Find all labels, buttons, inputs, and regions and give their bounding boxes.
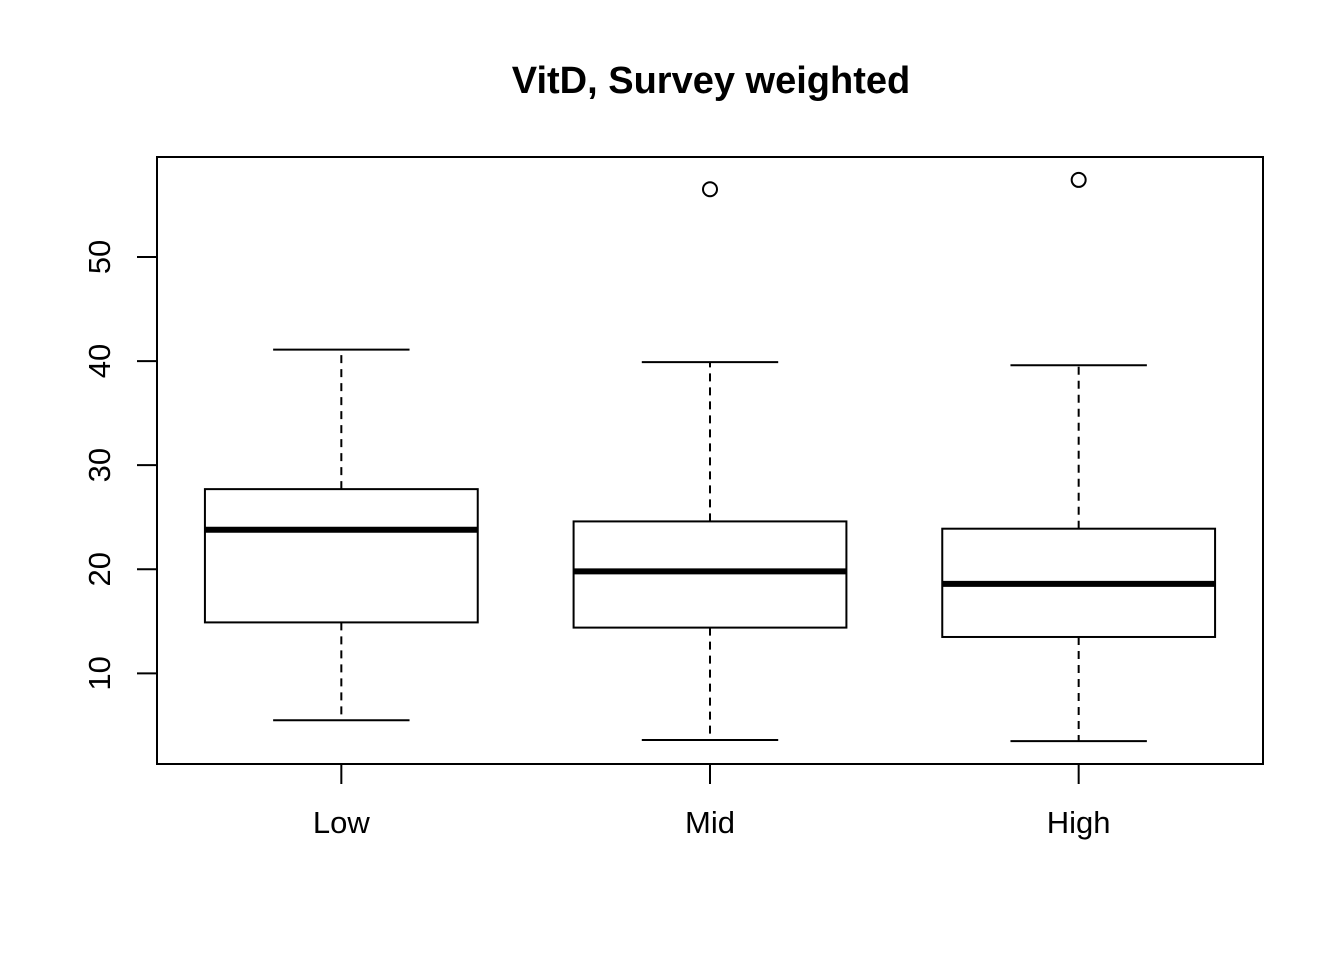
chart-title: VitD, Survey weighted xyxy=(512,60,910,102)
y-tick-label: 40 xyxy=(82,344,117,378)
y-tick-label: 20 xyxy=(82,552,117,586)
outlier-point xyxy=(1070,171,1087,188)
box-high xyxy=(941,171,1217,743)
x-tick-label: Low xyxy=(313,805,370,840)
y-tick-label: 30 xyxy=(82,448,117,482)
y-axis: 10 20 30 40 50 xyxy=(82,240,158,691)
outlier-point xyxy=(702,181,718,198)
box-low xyxy=(203,348,479,722)
x-tick-label: Mid xyxy=(685,805,735,840)
y-tick-label: 10 xyxy=(82,656,117,690)
x-axis: Low Mid High xyxy=(313,764,1111,840)
box-iqr xyxy=(572,520,848,629)
y-tick-label: 50 xyxy=(82,240,117,274)
box-iqr xyxy=(203,488,479,624)
box-mid xyxy=(572,181,848,742)
boxes-group xyxy=(203,171,1217,743)
x-tick-label: High xyxy=(1047,805,1111,840)
